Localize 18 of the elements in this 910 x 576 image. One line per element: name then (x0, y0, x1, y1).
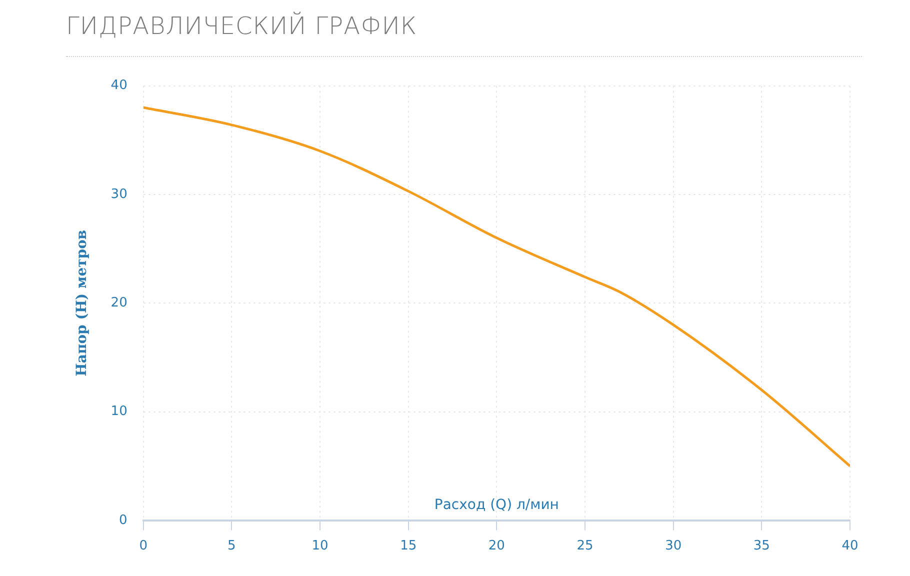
x-tick-label: 0 (139, 538, 148, 554)
y-tick-label: 0 (119, 512, 128, 528)
x-tick-label: 10 (312, 538, 328, 554)
y-tick-label: 40 (110, 78, 128, 94)
y-tick-label: 30 (110, 186, 128, 202)
x-axis-title: Расход (Q) л/мин (434, 497, 559, 514)
x-tick-label: 20 (488, 538, 505, 554)
y-tick-label: 10 (110, 404, 128, 420)
y-axis-title: Напор (H) метров (74, 230, 90, 376)
x-tick-label: 25 (576, 538, 594, 554)
x-tick-label: 15 (400, 538, 417, 554)
x-tick-label: 40 (842, 538, 858, 554)
x-tick-label: 5 (228, 538, 236, 554)
chart-title: ГИДРАВЛИЧЕСКИЙ ГРАФИК (66, 12, 417, 40)
y-tick-label: 20 (110, 295, 128, 310)
line-series (143, 106, 850, 468)
x-tick-label: 30 (665, 538, 682, 554)
x-tick-label: 35 (753, 538, 770, 554)
